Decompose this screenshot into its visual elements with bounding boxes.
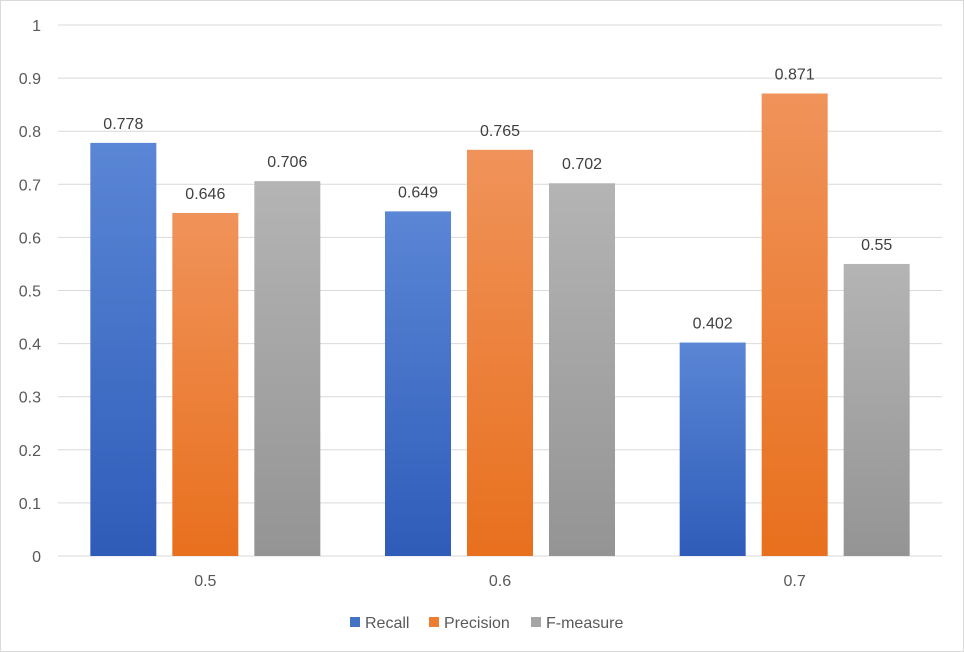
y-tick-label: 0.2	[19, 443, 41, 460]
data-label: 0.649	[398, 184, 438, 201]
bar-recall-0-7	[679, 342, 746, 556]
x-tick-label: 0.6	[489, 573, 511, 590]
x-axis-ticks: 0.5 0.6 0.7	[194, 573, 806, 590]
legend-swatch	[429, 617, 439, 627]
y-tick-label: 0.4	[19, 337, 41, 354]
legend-swatch	[350, 617, 360, 627]
bar-precision-0-7	[761, 93, 828, 557]
data-label: 0.706	[267, 154, 307, 171]
bar-f-measure-0-6	[549, 183, 615, 556]
bar-recall-0-5	[90, 142, 157, 556]
legend-label: Precision	[444, 615, 510, 632]
x-tick-label: 0.5	[194, 573, 216, 590]
y-tick-label: 0.8	[19, 124, 41, 141]
data-label: 0.55	[861, 237, 892, 254]
legend: Recall Precision F-measure	[350, 615, 623, 632]
bars	[90, 93, 910, 557]
bar-f-measure-0-7	[843, 263, 910, 556]
data-label: 0.778	[103, 116, 143, 133]
legend-label: F-measure	[546, 615, 623, 632]
y-tick-label: 0.1	[19, 496, 41, 513]
data-label: 0.702	[562, 156, 602, 173]
bar-precision-0-5	[172, 212, 239, 556]
y-tick-label: 0	[32, 549, 41, 566]
bar-recall-0-6	[385, 211, 451, 557]
y-tick-label: 0.3	[19, 390, 41, 407]
y-tick-label: 1	[32, 18, 41, 35]
y-tick-label: 0.7	[19, 177, 41, 194]
data-labels: 0.778 0.646 0.706 0.649 0.765 0.702 0.402 0.871…	[103, 66, 892, 332]
y-tick-label: 0.9	[19, 71, 41, 88]
y-tick-label: 0.5	[19, 284, 41, 301]
y-axis-ticks: 0 0.1 0.2 0.3 0.4 0.5 0.6 0.7 0.8 0.9 1	[19, 18, 41, 566]
y-tick-label: 0.6	[19, 230, 41, 247]
x-tick-label: 0.7	[784, 573, 806, 590]
legend-swatch	[531, 617, 541, 627]
data-label: 0.402	[693, 316, 733, 333]
data-label: 0.871	[775, 66, 815, 83]
bar-f-measure-0-5	[254, 181, 321, 556]
data-label: 0.765	[480, 123, 520, 140]
legend-label: Recall	[365, 615, 409, 632]
bar-precision-0-6	[467, 149, 533, 556]
data-label: 0.646	[185, 186, 225, 203]
